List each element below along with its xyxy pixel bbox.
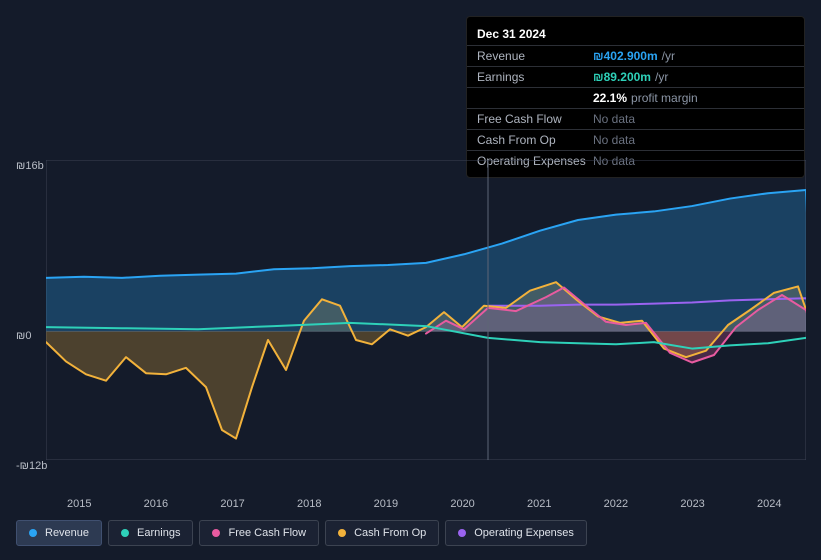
tooltip-row-value: No data — [593, 133, 635, 147]
plot-svg — [46, 160, 806, 460]
tooltip-row: Free Cash FlowNo data — [467, 108, 804, 129]
tooltip-row-value: No data — [593, 112, 635, 126]
chart-tooltip: Dec 31 2024 Revenue₪402.900m/yrEarnings₪… — [466, 16, 805, 178]
tooltip-row-value: ₪402.900m/yr — [593, 49, 675, 63]
legend-item-revenue[interactable]: Revenue — [16, 520, 102, 546]
y-axis-label: ₪0 — [16, 330, 31, 342]
legend-dot-icon — [338, 529, 346, 537]
legend-dot-icon — [29, 529, 37, 537]
tooltip-row-label: Revenue — [477, 49, 593, 63]
legend-item-earnings[interactable]: Earnings — [108, 520, 193, 546]
tooltip-row-value: 22.1%profit margin — [593, 91, 698, 105]
y-axis-label: ₪16b — [16, 160, 44, 172]
tooltip-row: 22.1%profit margin — [467, 87, 804, 108]
tooltip-row-label — [477, 91, 593, 105]
legend-label: Earnings — [137, 527, 180, 539]
legend-dot-icon — [458, 529, 466, 537]
legend-item-cash-from-op[interactable]: Cash From Op — [325, 520, 439, 546]
legend-label: Revenue — [45, 527, 89, 539]
legend-dot-icon — [212, 529, 220, 537]
legend-item-free-cash-flow[interactable]: Free Cash Flow — [199, 520, 319, 546]
tooltip-date: Dec 31 2024 — [467, 23, 804, 45]
tooltip-rows: Revenue₪402.900m/yrEarnings₪89.200m/yr22… — [467, 45, 804, 171]
legend-label: Free Cash Flow — [228, 527, 306, 539]
tooltip-row: Revenue₪402.900m/yr — [467, 45, 804, 66]
y-axis-label: -₪12b — [16, 460, 47, 472]
tooltip-row-label: Cash From Op — [477, 133, 593, 147]
tooltip-row-label: Earnings — [477, 70, 593, 84]
legend-label: Cash From Op — [354, 527, 426, 539]
legend-label: Operating Expenses — [474, 527, 574, 539]
tooltip-row-label: Free Cash Flow — [477, 112, 593, 126]
tooltip-row: Earnings₪89.200m/yr — [467, 66, 804, 87]
tooltip-row: Cash From OpNo data — [467, 129, 804, 150]
financials-chart: ₪16b₪0-₪12b 2015201620172018201920202021… — [16, 160, 806, 480]
chart-legend: Revenue Earnings Free Cash Flow Cash From O… — [16, 520, 587, 546]
legend-dot-icon — [121, 529, 129, 537]
tooltip-row-value: ₪89.200m/yr — [593, 70, 668, 84]
legend-item-operating-expenses[interactable]: Operating Expenses — [445, 520, 587, 546]
